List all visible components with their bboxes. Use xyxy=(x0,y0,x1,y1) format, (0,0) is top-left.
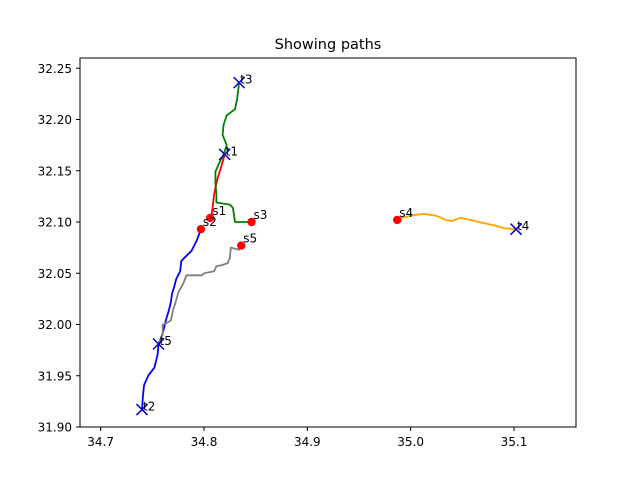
start-marker-s4 xyxy=(393,215,402,225)
y-tick-label: 32.20 xyxy=(38,113,72,127)
target-cross-b xyxy=(233,76,246,89)
x-tick-label: 34.9 xyxy=(294,435,321,449)
y-tick-label: 32.05 xyxy=(38,267,72,281)
axes-frame xyxy=(79,57,577,428)
target-label-t4: t4 xyxy=(517,219,529,233)
y-tick-label: 31.95 xyxy=(38,369,72,383)
target-cross-b xyxy=(135,403,149,416)
y-tick-label: 31.90 xyxy=(38,421,72,435)
x-tick-label: 34.7 xyxy=(87,435,114,449)
start-label-s4: s4 xyxy=(399,206,413,220)
path-line-3 xyxy=(214,81,252,223)
path-line-4 xyxy=(397,212,515,231)
target-label-t5: t5 xyxy=(160,334,172,348)
target-marker-t5 xyxy=(152,337,165,351)
x-tick-label: 34.8 xyxy=(191,435,218,449)
chart-title: Showing paths xyxy=(275,37,382,53)
path-line-2 xyxy=(141,228,202,411)
target-marker-t4 xyxy=(510,223,523,236)
start-label-s5: s5 xyxy=(243,232,257,246)
y-tick-label: 32.15 xyxy=(38,164,72,178)
y-tick-label: 32.00 xyxy=(38,318,72,332)
start-label-s1: s1 xyxy=(212,204,226,218)
target-cross-b xyxy=(152,337,165,351)
target-marker-t2 xyxy=(135,403,149,416)
start-label-s3: s3 xyxy=(254,208,268,222)
y-tick-label: 32.10 xyxy=(38,216,72,230)
x-tick-label: 35.0 xyxy=(397,435,424,449)
start-marker-s1 xyxy=(206,213,215,223)
target-label-t2: t2 xyxy=(143,400,155,414)
start-marker-s2 xyxy=(196,224,206,234)
target-label-t3: t3 xyxy=(240,73,252,87)
start-label-s2: s2 xyxy=(203,215,217,229)
target-cross-b xyxy=(510,223,523,236)
path-line-5 xyxy=(157,244,243,344)
target-marker-t3 xyxy=(233,76,246,89)
start-marker-s5 xyxy=(237,241,246,250)
x-tick-label: 35.1 xyxy=(501,435,528,449)
start-marker-s3 xyxy=(247,217,256,227)
target-cross-b xyxy=(218,148,231,161)
target-marker-t1 xyxy=(218,148,231,161)
target-label-t1: t1 xyxy=(226,144,238,158)
y-tick-label: 32.25 xyxy=(38,62,72,76)
